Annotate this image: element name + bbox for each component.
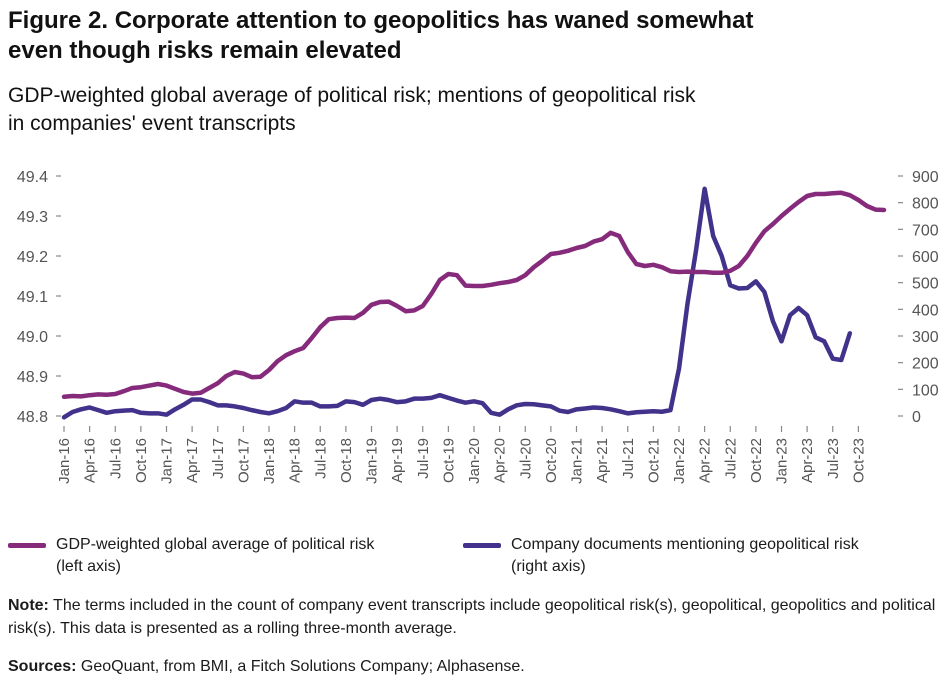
x-axis-tick-label: Oct-23: [850, 438, 867, 483]
figure-subtitle-line1: GDP-weighted global average of political…: [8, 84, 696, 107]
right-axis-tick-label: 500: [912, 276, 939, 293]
left-axis: 49.4 49.3 49.2 49.1 49.0 48.9 48.8: [17, 169, 61, 426]
left-axis-tick-label: 49.4: [17, 169, 48, 186]
right-axis-tick-label: 600: [912, 249, 939, 266]
sources-text: GeoQuant, from BMI, a Fitch Solutions Co…: [80, 658, 525, 675]
figure-subtitle-line2: in companies' event transcripts: [8, 112, 296, 135]
x-axis-tick-label: Apr-19: [389, 438, 406, 483]
x-axis-tick-label: Jul-22: [722, 438, 739, 479]
political-risk-series-line-points: [64, 193, 884, 397]
figure-title-line1: Figure 2. Corporate attention to geopoli…: [8, 7, 754, 34]
figure-subtitle: GDP-weighted global average of political…: [8, 82, 888, 138]
right-axis-tick-label: 0: [912, 409, 921, 426]
x-axis-tick-label: Oct-22: [748, 438, 765, 483]
x-axis-tick-label: Jul-20: [517, 438, 534, 479]
left-axis-tick-label: 48.9: [17, 369, 48, 386]
x-axis-tick-label: Apr-17: [184, 438, 201, 483]
right-axis-tick-label: 900: [912, 169, 939, 186]
x-axis-tick-label: Jul-23: [825, 438, 842, 479]
x-axis-tick-label: Apr-23: [799, 438, 816, 483]
left-axis-tick-label: 49.3: [17, 209, 48, 226]
line-chart: 49.4 49.3 49.2 49.1 49.0 48.9 48.8 900 800 700 60…: [17, 169, 939, 484]
right-axis-tick-label: 700: [912, 222, 939, 239]
x-axis-tick-label: Oct-20: [543, 438, 560, 483]
sources: Sources: GeoQuant, from BMI, a Fitch Sol…: [8, 656, 938, 678]
legend-political-risk-line1: GDP-weighted global average of political…: [56, 536, 375, 553]
x-axis-tick-label: Apr-21: [594, 438, 611, 483]
x-axis-tick-label: Apr-20: [492, 438, 509, 483]
x-axis-tick-label: Jan-20: [466, 438, 483, 484]
note: Note: The terms included in the count of…: [8, 594, 938, 640]
x-axis-tick-label: Jan-19: [364, 438, 381, 484]
x-axis: Jan-16 Apr-16 Jul-16 Oct-16 Jan-17 Apr-17 Jul-…: [56, 426, 867, 484]
note-label: Note:: [8, 597, 49, 614]
left-axis-tick-label: 48.8: [17, 409, 48, 426]
x-axis-tick-label: Jan-21: [569, 438, 586, 484]
x-axis-tick-label: Jan-17: [159, 438, 176, 484]
x-axis-tick-label: Jul-18: [312, 438, 329, 479]
x-axis-tick-label: Jul-19: [415, 438, 432, 479]
note-text: The terms included in the count of compa…: [8, 597, 936, 637]
company-docs-swatch: [463, 543, 501, 548]
left-axis-tick-label: 49.0: [17, 329, 48, 346]
company-docs-series-line-points: [64, 189, 850, 418]
x-axis-tick-label: Oct-17: [235, 438, 252, 483]
x-axis-tick-label: Jul-17: [210, 438, 227, 479]
legend-company-docs-line2: (right axis): [511, 558, 586, 575]
x-axis-tick-label: Oct-18: [338, 438, 355, 483]
legend-political-risk-line2: (left axis): [56, 558, 121, 575]
x-axis-tick-label: Jan-22: [671, 438, 688, 484]
legend-company-docs-line1: Company documents mentioning geopolitica…: [511, 536, 859, 553]
figure-title: Figure 2. Corporate attention to geopoli…: [8, 6, 938, 66]
x-axis-tick-label: Jan-23: [774, 438, 791, 484]
figure-title-line2: even though risks remain elevated: [8, 37, 402, 64]
right-axis-tick-label: 800: [912, 196, 939, 213]
x-axis-tick-label: Apr-16: [82, 438, 99, 483]
political-risk-series-line: [61, 190, 887, 400]
company-docs-series-line: [61, 186, 853, 420]
right-axis-tick-label: 100: [912, 382, 939, 399]
x-axis-tick-label: Jan-18: [261, 438, 278, 484]
sources-label: Sources:: [8, 658, 77, 675]
political-risk-swatch: [8, 543, 46, 548]
x-axis-tick-label: Oct-21: [645, 438, 662, 483]
x-axis-tick-label: Jul-16: [107, 438, 124, 479]
right-axis-tick-label: 400: [912, 302, 939, 319]
x-axis-tick-label: Oct-19: [440, 438, 457, 483]
right-axis: 900 800 700 600 500 400 300 200 100 0: [898, 169, 939, 426]
series-layer: [61, 186, 887, 420]
x-axis-tick-label: Jan-16: [56, 438, 73, 484]
right-axis-tick-label: 300: [912, 329, 939, 346]
x-axis-tick-label: Apr-22: [697, 438, 714, 483]
x-axis-tick-label: Oct-16: [133, 438, 150, 483]
x-axis-tick-label: Apr-18: [287, 438, 304, 483]
x-axis-tick-label: Jul-21: [620, 438, 637, 479]
left-axis-tick-label: 49.1: [17, 289, 48, 306]
left-axis-tick-label: 49.2: [17, 249, 48, 266]
right-axis-tick-label: 200: [912, 356, 939, 373]
